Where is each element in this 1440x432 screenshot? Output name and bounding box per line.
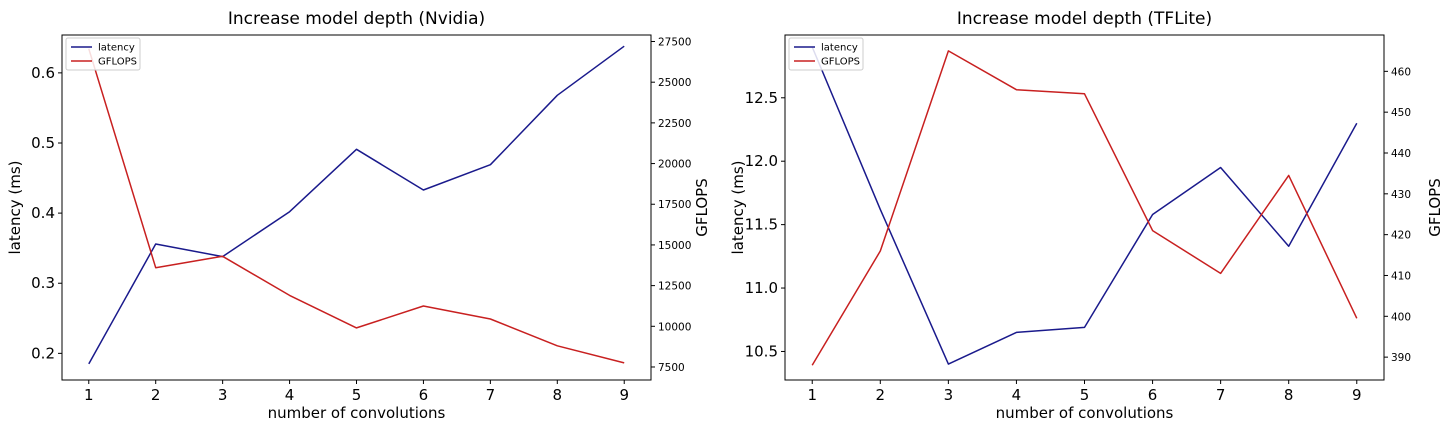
- x-tick-label: 3: [218, 386, 228, 404]
- series-line-latency: [88, 45, 625, 365]
- y2-tick-label: 450: [1391, 107, 1411, 119]
- x-tick-label: 4: [1012, 386, 1022, 404]
- x-tick-label: 5: [352, 386, 362, 404]
- legend-label-latency: latency: [98, 43, 135, 54]
- y2-tick-label: 400: [1391, 311, 1411, 323]
- x-tick-label: 9: [1352, 386, 1362, 404]
- y-axis-label: latency (ms): [6, 161, 24, 255]
- x-tick-label: 5: [1080, 386, 1090, 404]
- series-line-gflops: [811, 50, 1358, 366]
- legend-box: [788, 37, 864, 71]
- legend-box: [65, 37, 141, 71]
- x-axis-label: number of convolutions: [268, 404, 446, 422]
- x-tick-label: 4: [285, 386, 295, 404]
- x-tick-label: 6: [419, 386, 429, 404]
- y2-axis-label: GFLOPS: [1426, 178, 1440, 236]
- legend-label-gflops: GFLOPS: [821, 57, 860, 68]
- legend: latency GFLOPS: [65, 37, 141, 71]
- x-tick-label: 1: [84, 386, 94, 404]
- x-tick-label: 1: [807, 386, 817, 404]
- x-tick-label: 3: [944, 386, 954, 404]
- y2-tick-label: 25000: [658, 77, 691, 89]
- y2-tick-label: 460: [1391, 66, 1411, 78]
- y2-tick-label: 390: [1391, 352, 1411, 364]
- y2-tick-label: 410: [1391, 270, 1411, 282]
- y2-tick-label: 420: [1391, 230, 1411, 242]
- y2-tick-label: 440: [1391, 148, 1411, 160]
- y2-tick-label: 10000: [658, 321, 691, 333]
- y-axis-label: latency (ms): [729, 161, 747, 255]
- y2-tick-label: 17500: [658, 199, 691, 211]
- x-tick-label: 7: [486, 386, 496, 404]
- y-tick-label: 0.2: [31, 344, 55, 362]
- y2-tick-label: 15000: [658, 240, 691, 252]
- y2-tick-label: 27500: [658, 37, 691, 49]
- y-tick-label: 0.5: [31, 134, 55, 152]
- chart-title-tflite: Increase model depth (TFLite): [957, 9, 1212, 29]
- y-tick-label: 0.6: [31, 64, 55, 82]
- series-line-latency: [811, 46, 1358, 365]
- y-tick-label: 11.5: [745, 216, 778, 234]
- y2-tick-label: 12500: [658, 281, 691, 293]
- y-tick-label: 0.4: [31, 204, 55, 222]
- chart-nvidia: 1 2 3 4 5 6 7 8 9 0.2 0.3 0.4 0.5 0.6 7500 10000 12500 15…: [6, 9, 711, 422]
- y2-tick-label: 430: [1391, 189, 1411, 201]
- chart-title-nvidia: Increase model depth (Nvidia): [228, 9, 485, 29]
- y2-axis-label: GFLOPS: [693, 178, 711, 236]
- series-line-gflops: [88, 48, 625, 364]
- plot-frame: [784, 34, 1385, 381]
- x-tick-label: 6: [1148, 386, 1158, 404]
- legend-label-gflops: GFLOPS: [98, 57, 137, 68]
- x-tick-label: 2: [876, 386, 886, 404]
- y2-tick-label: 22500: [658, 118, 691, 130]
- y-tick-label: 12.0: [745, 152, 778, 170]
- x-tick-label: 9: [619, 386, 629, 404]
- y-tick-label: 10.5: [745, 342, 778, 360]
- x-tick-label: 2: [151, 386, 161, 404]
- y2-tick-label: 20000: [658, 159, 691, 171]
- y-tick-label: 11.0: [745, 279, 778, 297]
- y2-tick-label: 7500: [658, 362, 685, 374]
- y-tick-label: 12.5: [745, 89, 778, 107]
- chart-tflite: 1 2 3 4 5 6 7 8 9 10.5 11.0 11.5 12.0 12.5 390 400 410 42…: [729, 9, 1440, 422]
- x-tick-label: 8: [553, 386, 563, 404]
- x-axis-label: number of convolutions: [996, 404, 1174, 422]
- legend-label-latency: latency: [821, 43, 858, 54]
- x-tick-label: 7: [1216, 386, 1226, 404]
- y-tick-label: 0.3: [31, 274, 55, 292]
- legend: latency GFLOPS: [788, 37, 864, 71]
- x-tick-label: 8: [1284, 386, 1294, 404]
